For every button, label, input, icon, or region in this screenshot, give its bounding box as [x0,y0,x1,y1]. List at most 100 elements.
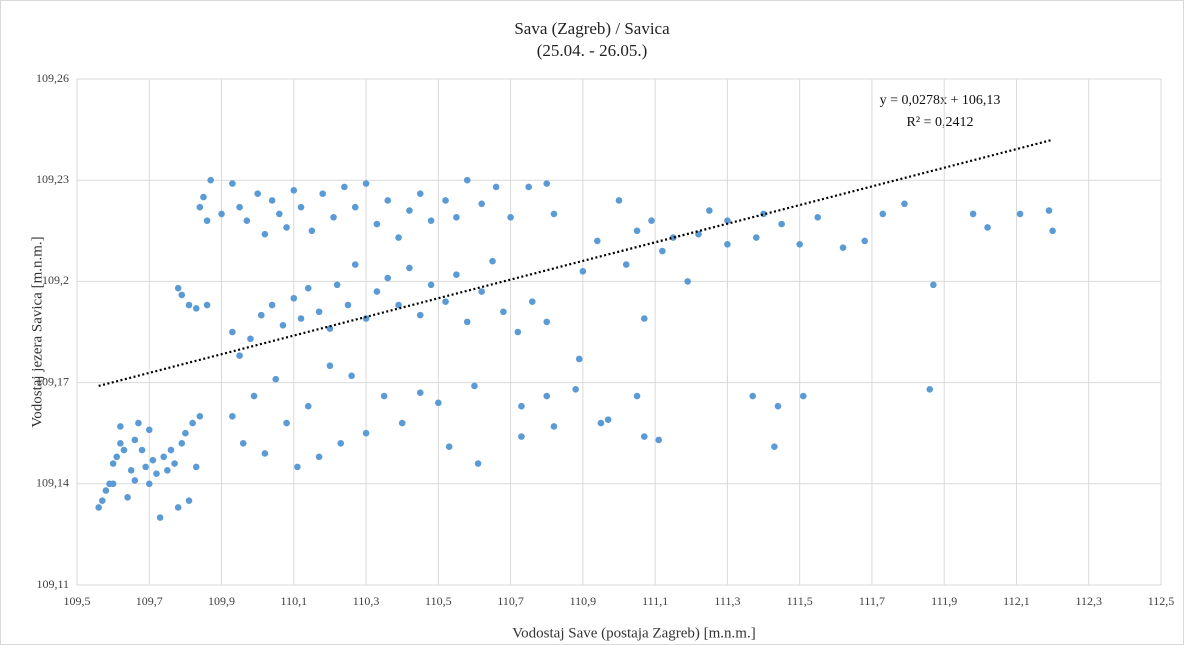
point [192,305,200,312]
point [156,514,164,521]
point [261,230,269,238]
chart-title: Sava (Zagreb) / Savica [514,19,670,38]
point [192,463,200,471]
point [706,207,713,214]
point [684,278,691,285]
point [901,200,908,208]
point [135,419,142,427]
point [276,210,283,218]
point [799,392,807,400]
point [604,416,612,424]
x-tick-label: 111,5 [787,594,813,608]
x-tick-label: 111,7 [859,594,885,608]
point [442,298,449,305]
point [95,504,102,511]
point [622,261,630,268]
point [337,440,345,447]
point [500,308,507,316]
point [178,440,186,447]
point [254,190,261,197]
point [203,301,211,309]
point [774,402,782,410]
point [879,210,887,218]
point [416,311,424,319]
point [416,389,424,397]
point [753,234,760,241]
point [796,240,803,248]
point [171,460,178,467]
point [164,467,171,474]
point [572,386,579,393]
point [861,237,869,245]
point [127,467,135,474]
point [525,183,532,191]
y-tick-label: 109,17 [36,374,69,388]
point [471,382,478,390]
point [615,197,623,204]
point [550,423,558,430]
point [395,301,402,309]
point [435,399,442,407]
point [528,298,536,305]
point [442,197,449,204]
point [196,413,204,420]
y-tick-label: 109,26 [36,71,69,85]
point [98,497,106,504]
y-tick-label: 109,2 [42,273,69,287]
point [113,453,121,461]
x-tick-label: 111,1 [642,594,668,608]
point [167,446,175,454]
point [969,210,977,218]
point [406,264,413,272]
x-tick-label: 112,3 [1075,594,1102,608]
point [778,220,785,228]
y-axis-label: Vodostaj jezera Savica [m.n.m.] [29,236,45,427]
point [153,470,160,477]
point [257,311,265,319]
point [749,392,756,400]
point [138,446,146,454]
x-tick-label: 109,9 [208,594,235,608]
point [142,463,149,471]
point [633,392,641,400]
point [474,460,482,467]
point [279,321,287,329]
point [771,443,778,450]
point [648,217,655,224]
point [478,200,485,208]
x-tick-label: 110,5 [425,594,452,608]
point [348,372,355,380]
point [492,183,500,191]
point [362,180,370,187]
x-tick-label: 111,9 [931,594,957,608]
y-tick-label: 109,11 [36,577,69,591]
point [724,217,731,224]
point [362,429,370,437]
point [268,197,276,204]
point [218,210,225,218]
point [489,257,496,265]
point [1045,207,1053,214]
point [373,288,381,295]
point [294,463,301,471]
point [120,446,128,454]
point [594,237,601,245]
point [330,214,337,221]
point [445,443,453,450]
point [351,203,359,211]
point [930,281,937,289]
point [453,271,460,278]
point [145,426,153,434]
point [250,392,258,400]
point [207,176,214,184]
point [160,453,168,461]
point [724,240,731,248]
point [507,214,514,221]
y-tick-label: 109,23 [36,172,69,186]
point [543,180,551,187]
point [550,210,558,218]
x-tick-label: 110,3 [353,594,380,608]
point [124,493,131,501]
